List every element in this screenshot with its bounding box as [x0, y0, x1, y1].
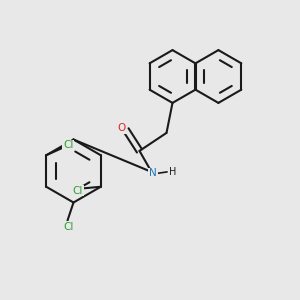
Text: Cl: Cl: [64, 221, 74, 232]
Text: O: O: [118, 123, 126, 134]
Text: Cl: Cl: [73, 186, 83, 196]
Text: N: N: [149, 168, 157, 178]
Text: H: H: [169, 167, 176, 177]
Text: Cl: Cl: [63, 140, 73, 150]
